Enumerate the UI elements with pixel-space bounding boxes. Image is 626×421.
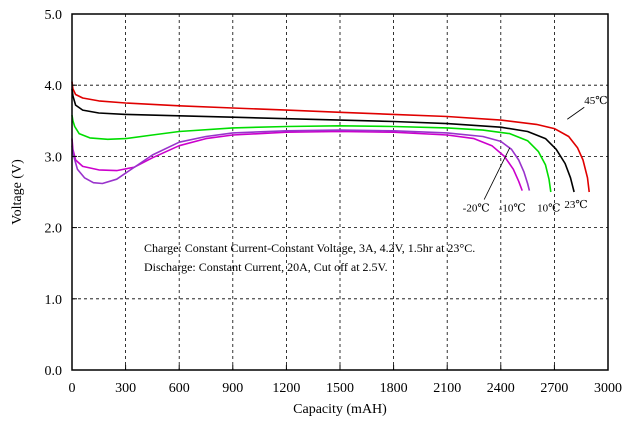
series-label-1: 45℃ [584, 95, 607, 107]
series-label-3: 10℃ [537, 203, 560, 215]
series-label-2: 23℃ [564, 199, 587, 211]
y-tick-label: 5.0 [45, 8, 63, 23]
x-tick-label: 1200 [272, 381, 300, 396]
x-tick-label: 600 [169, 381, 190, 396]
x-tick-label: 2100 [433, 381, 461, 396]
series-line-5 [71, 129, 531, 191]
y-tick-label: 1.0 [45, 293, 63, 308]
series-lines [71, 81, 590, 193]
series-line-3 [71, 114, 552, 193]
series-label-4: -10℃ [499, 203, 526, 215]
y-tick-label: 3.0 [45, 150, 63, 165]
grid-lines [72, 14, 608, 370]
x-tick-label: 2400 [487, 381, 515, 396]
axis-ticks: 0 300 600 900 1200 1500 1800 2100 2400 2700 3000 0.… [45, 8, 623, 396]
x-tick-label: 1500 [326, 381, 354, 396]
series-leader-line [567, 106, 585, 120]
x-tick-label: 3000 [594, 381, 622, 396]
x-tick-label: 0 [69, 381, 76, 396]
x-tick-label: 1800 [380, 381, 408, 396]
x-axis-title: Capacity (mAH) [293, 402, 387, 417]
annotation-discharge: Discharge: Constant Current, 20A, Cut of… [144, 260, 388, 274]
x-tick-label: 900 [222, 381, 243, 396]
annotation-charge: Charge: Constant Current-Constant Voltag… [144, 241, 475, 255]
series-label-5: -20℃ [463, 203, 490, 215]
y-tick-label: 4.0 [45, 79, 63, 94]
y-tick-label: 0.0 [45, 364, 63, 379]
series-line-2 [71, 88, 575, 193]
series-leader-line [483, 147, 511, 200]
series-line-1 [71, 81, 590, 193]
y-axis-title: Voltage (V) [10, 159, 25, 225]
series-line-4 [71, 130, 523, 191]
y-tick-label: 2.0 [45, 222, 63, 237]
series-labels: 45℃ 23℃ 10℃ -10℃ -20℃ [463, 95, 608, 214]
x-tick-label: 2700 [540, 381, 568, 396]
x-tick-label: 300 [115, 381, 136, 396]
